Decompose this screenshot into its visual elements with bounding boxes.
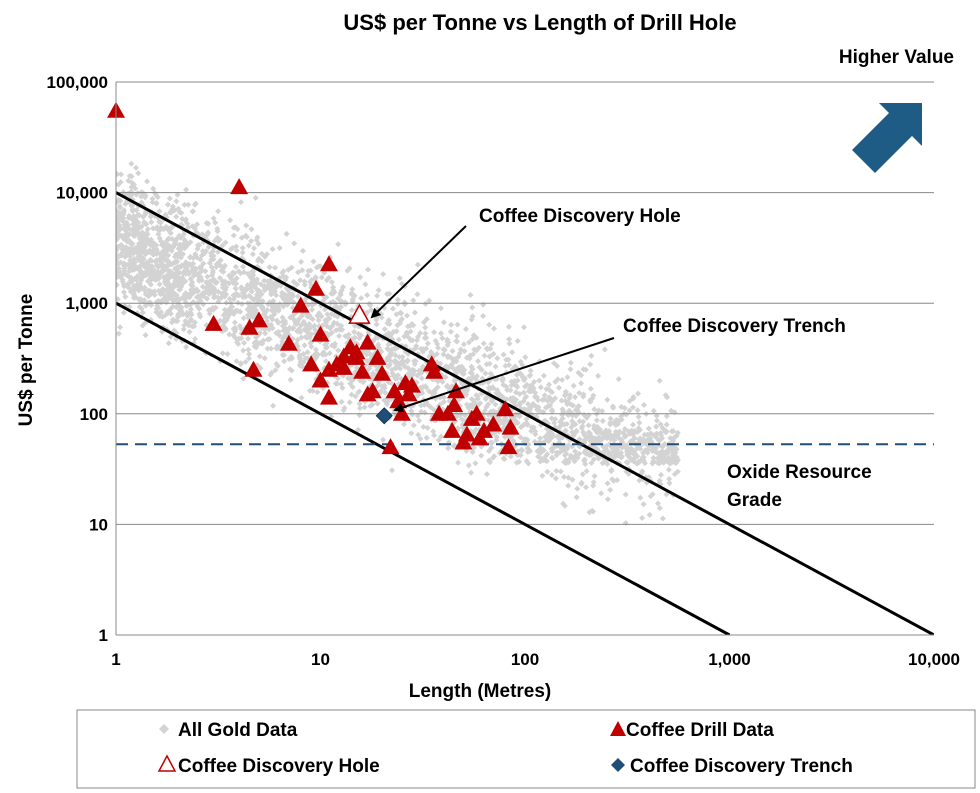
x-axis-label: Length (Metres) (409, 681, 552, 702)
coffee-drill-point (474, 421, 493, 438)
annotation-discovery-hole-arrow (370, 225, 467, 319)
coffee-drill-point (368, 348, 387, 365)
coffee-discovery-trench-point (375, 407, 393, 425)
coffee-drill-point (425, 362, 444, 379)
coffee-drill-point (454, 433, 473, 450)
coffee-drill-point (484, 415, 503, 432)
coffee-drill-point (445, 396, 464, 413)
x-tick-label: 10,000 (908, 650, 960, 669)
y-tick-labels: 1 10 100 1,000 10,000 100,000 (47, 73, 108, 645)
x-tick-label: 10 (311, 650, 330, 669)
oxide-resource-grade-text: Oxide Resource (727, 462, 872, 483)
coffee-drill-point (319, 255, 338, 272)
reference-line (116, 191, 934, 635)
coffee-drill-point (240, 318, 259, 335)
coffee-drill-point (230, 178, 249, 195)
coffee-drill-point (392, 404, 411, 421)
legend-item-all-gold-data: All Gold Data (159, 720, 298, 741)
legend-label-coffee-discovery-trench: Coffee Discovery Trench (630, 756, 853, 777)
legend-marker-coffee-discovery-hole (157, 754, 177, 772)
legend-item-coffee-discovery-trench: Coffee Discovery Trench (611, 756, 853, 777)
legend-marker-all-gold-data (159, 724, 169, 734)
coffee-drill-point (353, 362, 372, 379)
x-tick-labels: 1 10 100 1,000 10,000 (111, 650, 960, 669)
coffee-drill-point (358, 333, 377, 350)
coffee-drill-point (402, 376, 421, 393)
annotation-higher-value: Higher Value (839, 47, 954, 68)
coffee-drill-point (244, 360, 263, 377)
higher-value-arrow-icon (852, 103, 922, 173)
coffee-drill-point (501, 418, 520, 435)
legend-label-coffee-drill-data: Coffee Drill Data (626, 720, 774, 741)
chart-title: US$ per Tonne vs Length of Drill Hole (343, 10, 736, 35)
x-tick-label: 1,000 (708, 650, 751, 669)
coffee-drill-point (334, 347, 353, 364)
coffee-markers (107, 101, 520, 455)
y-tick-label: 1 (99, 626, 108, 645)
coffee-drill-point (363, 382, 382, 399)
coffee-drill-point (467, 404, 486, 421)
legend-label-all-gold-data: All Gold Data (178, 720, 298, 741)
coffee-drill-point (381, 438, 400, 455)
coffee-drill-point (457, 425, 476, 442)
coffee-drill-point (347, 343, 366, 360)
y-tick-label: 1,000 (65, 294, 108, 313)
coffee-drill-point (438, 404, 457, 421)
y-tick-label: 10 (89, 515, 108, 534)
y-axis-label: US$ per Tonne (16, 294, 37, 427)
y-tick-label: 100 (80, 405, 108, 424)
x-tick-label: 1 (111, 650, 120, 669)
annotation-discovery-hole: Coffee Discovery Hole (479, 206, 681, 227)
annotation-discovery-trench: Coffee Discovery Trench (623, 316, 846, 337)
oxide-resource-grade-text-line2: Grade (727, 490, 782, 511)
legend-marker-coffee-drill-data (610, 721, 626, 736)
coffee-drill-point (496, 400, 515, 417)
coffee-drill-point (319, 388, 338, 405)
annotation-discovery-trench-arrow (393, 337, 615, 413)
coffee-drill-point (373, 364, 392, 381)
legend-marker-coffee-discovery-trench (611, 758, 625, 772)
coffee-drill-point (306, 279, 325, 296)
coffee-drill-point (302, 355, 321, 372)
coffee-drill-point (204, 314, 223, 331)
coffee-discovery-hole-point (348, 303, 371, 324)
legend-item-coffee-discovery-hole: Coffee Discovery Hole (157, 754, 380, 777)
coffee-drill-point (499, 438, 518, 455)
coffee-drill-point (443, 421, 462, 438)
y-tick-label: 10,000 (56, 184, 108, 203)
coffee-drill-point (334, 358, 353, 375)
legend-box (76, 709, 976, 789)
y-tick-label: 100,000 (47, 73, 108, 92)
legend: All Gold Data Coffee Drill Data Coffee D… (76, 709, 976, 789)
coffee-drill-point (319, 360, 338, 377)
legend-label-coffee-discovery-hole: Coffee Discovery Hole (178, 756, 380, 777)
reference-lines (116, 191, 934, 635)
coffee-drill-point (311, 371, 330, 388)
annotation-oxide-resource-grade: Oxide Resource Grade (727, 462, 877, 511)
coffee-drill-point (399, 385, 418, 402)
coffee-drill-point (279, 334, 298, 351)
reference-line (116, 301, 731, 635)
coffee-drill-point (249, 311, 268, 328)
legend-item-coffee-drill-data: Coffee Drill Data (610, 720, 774, 741)
coffee-drill-point (291, 296, 310, 313)
x-tick-label: 100 (511, 650, 539, 669)
coffee-drill-point (311, 325, 330, 342)
